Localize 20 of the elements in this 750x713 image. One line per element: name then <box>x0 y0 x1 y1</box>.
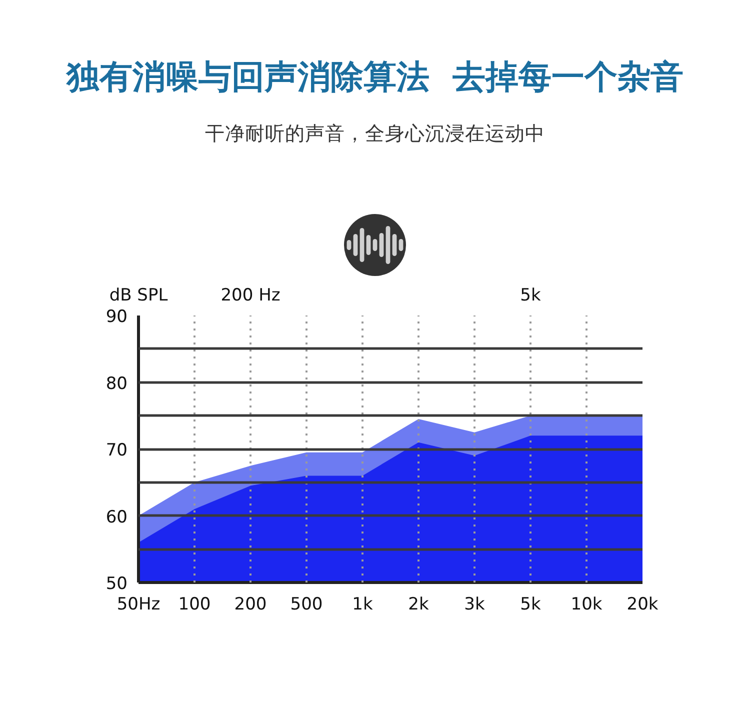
y-tick-label: 80 <box>106 374 128 394</box>
x-tick-label: 200 <box>234 594 267 614</box>
x-tick-label: 50Hz <box>116 594 160 614</box>
y-axis-title: dB SPL <box>109 286 168 306</box>
chart-subtitle: 干净耐听的声音，全身心沉浸在运动中 <box>205 121 545 147</box>
x-tick-label: 5k <box>520 594 541 614</box>
x-tick-label: 1k <box>352 594 373 614</box>
x-tick-label: 20k <box>626 594 658 614</box>
y-tick-label: 90 <box>106 307 128 327</box>
y-tick-label: 60 <box>106 507 128 528</box>
x-tick-label: 500 <box>290 594 323 614</box>
x-tick-label: 3k <box>464 594 485 614</box>
text: 5k <box>520 286 541 306</box>
x-tick-label: 10k <box>570 594 602 614</box>
x-tick-label: 2k <box>408 594 429 614</box>
chart-title: 独有消噪与回声消除算法 去掉每一个杂音 <box>66 57 684 96</box>
y-tick-label: 50 <box>106 574 128 594</box>
x-tick-label: 100 <box>178 594 211 614</box>
text: 200 Hz <box>220 286 280 306</box>
y-tick-label: 70 <box>106 440 128 460</box>
